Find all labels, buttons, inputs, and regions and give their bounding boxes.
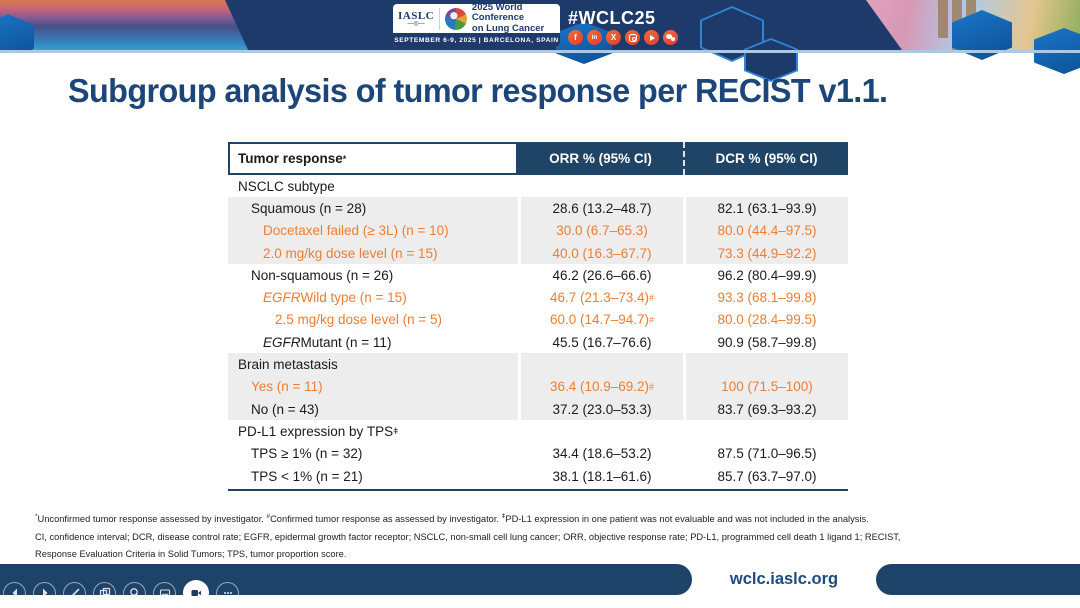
linkedin-icon[interactable]: in (587, 30, 602, 45)
table-row: EGFR Wild type (n = 15) 46.7 (21.3–73.4)… (228, 286, 848, 309)
more-options-button[interactable] (216, 581, 239, 605)
table-header-row: Tumor response * ORR % (95% CI) DCR % (95… (228, 142, 848, 175)
table-row: Docetaxel failed (≥ 3L) (n = 10) 30.0 (6… (228, 219, 848, 242)
captions-button[interactable] (153, 581, 176, 605)
conference-dates: SEPTEMBER 6-9, 2025 | BARCELONA, SPAIN (393, 33, 560, 47)
table-row: TPS < 1% (n = 21) 38.1 (18.1–61.6) 85.7 … (228, 464, 848, 488)
wclc-logo-card: IASLC —◎— 2025 World Conference on Lung … (393, 4, 560, 47)
next-slide-icon (42, 588, 47, 598)
footnote-line-2: CI, confidence interval; DCR, disease co… (35, 531, 901, 542)
slide-title: Subgroup analysis of tumor response per … (68, 72, 888, 109)
footnote-line-1: *Unconfirmed tumor response assessed by … (35, 513, 869, 525)
footnotes: *Unconfirmed tumor response assessed by … (35, 508, 1055, 564)
social-icons-row: f in X (568, 30, 678, 45)
x-twitter-icon[interactable]: X (606, 30, 621, 45)
table-row: 2.5 mg/kg dose level (n = 5) 60.0 (14.7–… (228, 308, 848, 332)
camera-icon (191, 590, 201, 596)
zoom-button[interactable] (123, 581, 146, 605)
wechat-icon[interactable] (663, 30, 678, 45)
tumor-response-table: Tumor response * ORR % (95% CI) DCR % (95… (228, 142, 848, 488)
camera-button[interactable] (183, 580, 209, 606)
logo-divider (439, 7, 440, 30)
iaslc-logo: IASLC —◎— (398, 10, 435, 28)
footer-bar-right (876, 564, 1080, 595)
table-bottom-border (228, 489, 848, 491)
hashtag-wclc25: #WCLC25 (568, 8, 656, 28)
header-dcr: DCR % (95% CI) (683, 142, 848, 175)
table-row: Squamous (n = 28) 28.6 (13.2–48.7) 82.1 … (228, 197, 848, 220)
youtube-icon[interactable] (644, 30, 659, 45)
captions-icon (159, 589, 170, 597)
table-row-section: Brain metastasis (228, 353, 848, 376)
see-all-slides-icon (99, 587, 110, 598)
next-slide-button[interactable] (33, 581, 56, 605)
footnote-line-3: Response Evaluation Criteria in Solid Tu… (35, 549, 347, 560)
header-orr: ORR % (95% CI) (518, 142, 683, 175)
instagram-icon[interactable] (625, 30, 640, 45)
table-row: 2.0 mg/kg dose level (n = 15) 40.0 (16.3… (228, 241, 848, 265)
banner-underline (0, 50, 1080, 53)
header-tumor-response: Tumor response * (228, 142, 518, 175)
tower-shape (938, 0, 948, 38)
barcelona-park-guell-photo (0, 0, 248, 50)
conference-title: 2025 World Conference on Lung Cancer (471, 4, 545, 34)
wclc-globe-icon (444, 7, 467, 30)
table-row: Yes (n = 11) 36.4 (10.9–69.2) # 100 (71.5… (228, 375, 848, 398)
table-row: TPS ≥ 1% (n = 32) 34.4 (18.6–53.2) 87.5 … (228, 442, 848, 465)
table-row: Non-squamous (n = 26) 46.2 (26.6–66.6) 9… (228, 264, 848, 287)
pen-button[interactable] (63, 581, 86, 605)
see-all-slides-button[interactable] (93, 581, 116, 605)
more-options-icon (223, 592, 232, 594)
facebook-icon[interactable]: f (568, 30, 583, 45)
previous-slide-button[interactable] (3, 581, 26, 605)
zoom-icon (129, 588, 140, 599)
table-row-section: PD-L1 expression by TPS ǂ (228, 420, 848, 443)
table-row: No (n = 43) 37.2 (23.0–53.3) 83.7 (69.3–… (228, 397, 848, 421)
footer-url: wclc.iaslc.org (729, 570, 839, 588)
conference-banner: IASLC —◎— 2025 World Conference on Lung … (0, 0, 1080, 82)
pen-icon (69, 588, 79, 598)
table-row-section: NSCLC subtype (228, 175, 848, 198)
previous-slide-icon (12, 588, 17, 598)
hexagon-decoration (0, 14, 34, 50)
table-row: EGFR Mutant (n = 11) 45.5 (16.7–76.6) 90… (228, 331, 848, 354)
presenter-controls (3, 580, 239, 606)
